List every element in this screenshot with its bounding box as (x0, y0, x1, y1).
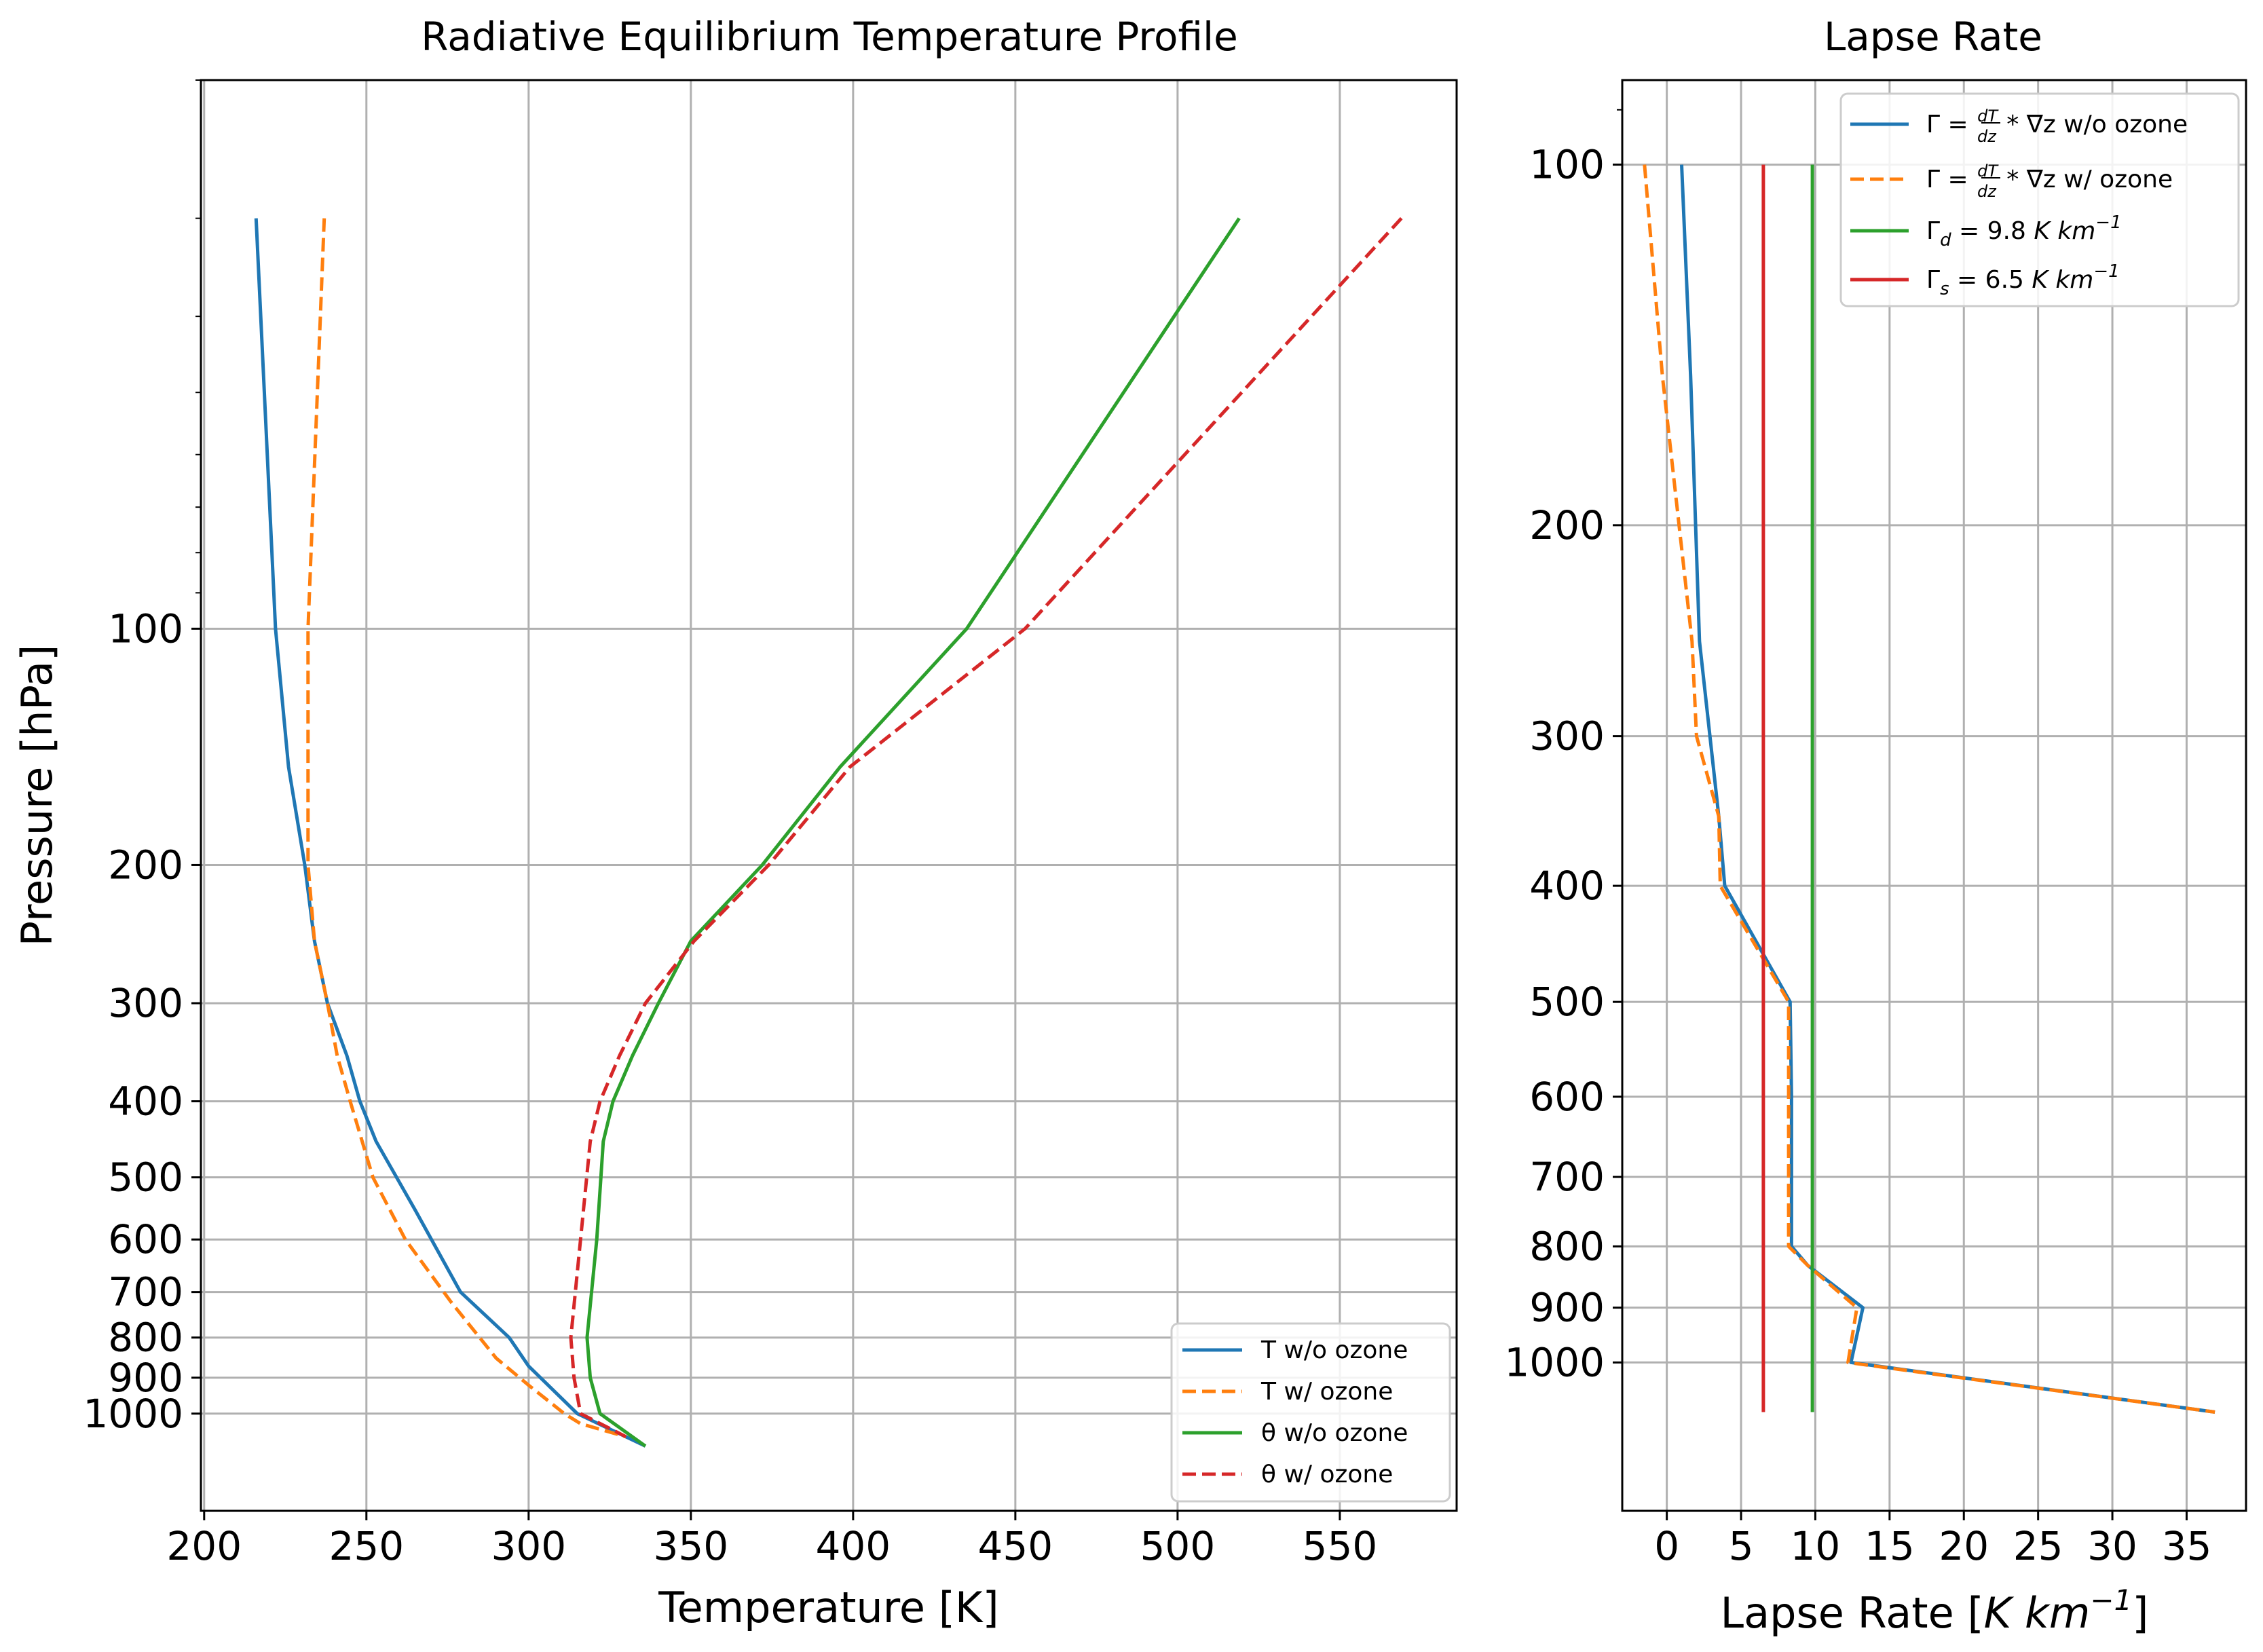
y-tick-label: 200 (108, 842, 183, 888)
left-series-line-0 (254, 218, 646, 1448)
x-tick-label: 250 (329, 1523, 404, 1569)
x-tick-label: 500 (1140, 1523, 1216, 1569)
right-plot-frame (1621, 79, 2247, 1512)
right-x-ticks: 0 5 10 15 20 25 30 35 (1654, 1511, 2211, 1569)
left-x-ticks: 200 250 300 350 400 450 500 550 (166, 1511, 1377, 1569)
left-series-line-1 (306, 218, 626, 1439)
x-tick-label: 25 (2013, 1523, 2063, 1569)
right-x-label-unit: K km (1984, 1588, 2091, 1638)
y-tick-label: 400 (108, 1078, 183, 1125)
y-tick-label: 400 (1529, 863, 1605, 909)
y-tick-label: 1000 (83, 1391, 183, 1437)
y-tick-label: 300 (108, 980, 183, 1026)
left-legend-box (1170, 1322, 1451, 1503)
right-x-label-exponent: −1 (2090, 1583, 2132, 1617)
right-x-label-prefix: Lapse Rate [ (1721, 1588, 1984, 1638)
x-tick-label: 300 (491, 1523, 566, 1569)
x-tick-label: 200 (166, 1523, 242, 1569)
y-tick-label: 700 (108, 1269, 183, 1315)
x-tick-label: 5 (1729, 1523, 1754, 1569)
x-tick-label: 20 (1939, 1523, 1989, 1569)
x-tick-label: 400 (815, 1523, 891, 1569)
legend-label-t-wo-ozone: T w/o ozone (1260, 1336, 1408, 1364)
right-legend: Γ = dT dz * ∇z w/o ozone Γ = dT dz * ∇z w/… (1839, 92, 2240, 307)
left-gridlines (201, 80, 1457, 1511)
right-panel: Lapse Rate 0 5 10 15 20 25 30 35 100 200 300 400 50… (1504, 14, 2247, 1638)
y-tick-label: 300 (1529, 713, 1605, 759)
y-tick-label: 500 (108, 1154, 183, 1201)
x-tick-label: 550 (1303, 1523, 1378, 1569)
right-x-axis-label: Lapse Rate [K km−1] (1721, 1583, 2149, 1638)
legend-label-gamma-s: Γs = 6.5 K km−1 (1926, 261, 2120, 299)
y-tick-label: 600 (108, 1216, 183, 1262)
x-tick-label: 35 (2162, 1523, 2212, 1569)
right-legend-box (1839, 92, 2240, 307)
x-tick-label: 450 (978, 1523, 1053, 1569)
y-tick-label: 800 (108, 1315, 183, 1361)
right-series-line-1 (1643, 164, 2215, 1414)
x-tick-label: 0 (1654, 1523, 1679, 1569)
y-tick-label: 100 (108, 605, 183, 652)
y-tick-label: 500 (1529, 979, 1605, 1025)
x-tick-label: 10 (1791, 1523, 1841, 1569)
legend-label-gamma-d: Γd = 9.8 K km−1 (1926, 212, 2122, 250)
x-tick-label: 350 (653, 1523, 728, 1569)
left-x-axis-label: Temperature [K] (658, 1583, 998, 1632)
right-y-ticks: 100 200 300 400 500 600 700 800 900 1000 (1504, 109, 1622, 1385)
legend-label-gamma-w-ozone: Γ = dT dz * ∇z w/ ozone (1926, 162, 2173, 201)
left-series-group (254, 217, 1403, 1448)
left-series-line-3 (569, 217, 1403, 1439)
right-chart-title: Lapse Rate (1824, 14, 2042, 60)
y-tick-label: 800 (1529, 1223, 1605, 1269)
y-tick-label: 900 (108, 1355, 183, 1401)
right-x-label-suffix: ] (2132, 1588, 2148, 1638)
left-plot-frame (200, 79, 1458, 1512)
y-tick-label: 600 (1529, 1074, 1605, 1120)
y-tick-label: 100 (1529, 142, 1605, 188)
right-series-group (1643, 164, 2215, 1414)
left-panel: Radiative Equilibrium Temperature Profil… (12, 14, 1458, 1632)
legend-label-theta-wo-ozone: θ w/o ozone (1261, 1419, 1408, 1447)
y-tick-label: 900 (1529, 1285, 1605, 1331)
left-legend: T w/o ozone T w/ ozone θ w/o ozone θ w/ … (1170, 1322, 1451, 1503)
x-tick-label: 15 (1865, 1523, 1915, 1569)
x-tick-label: 30 (2087, 1523, 2137, 1569)
legend-label-theta-w-ozone: θ w/ ozone (1261, 1461, 1393, 1488)
left-y-axis-label: Pressure [hPa] (12, 645, 62, 947)
right-series-line-0 (1680, 164, 2215, 1414)
legend-label-t-w-ozone: T w/ ozone (1260, 1378, 1393, 1406)
y-tick-label: 1000 (1504, 1339, 1605, 1385)
left-series-line-2 (585, 217, 1241, 1448)
y-tick-label: 700 (1529, 1154, 1605, 1200)
left-chart-title: Radiative Equilibrium Temperature Profil… (421, 14, 1238, 60)
y-tick-label: 200 (1529, 502, 1605, 548)
